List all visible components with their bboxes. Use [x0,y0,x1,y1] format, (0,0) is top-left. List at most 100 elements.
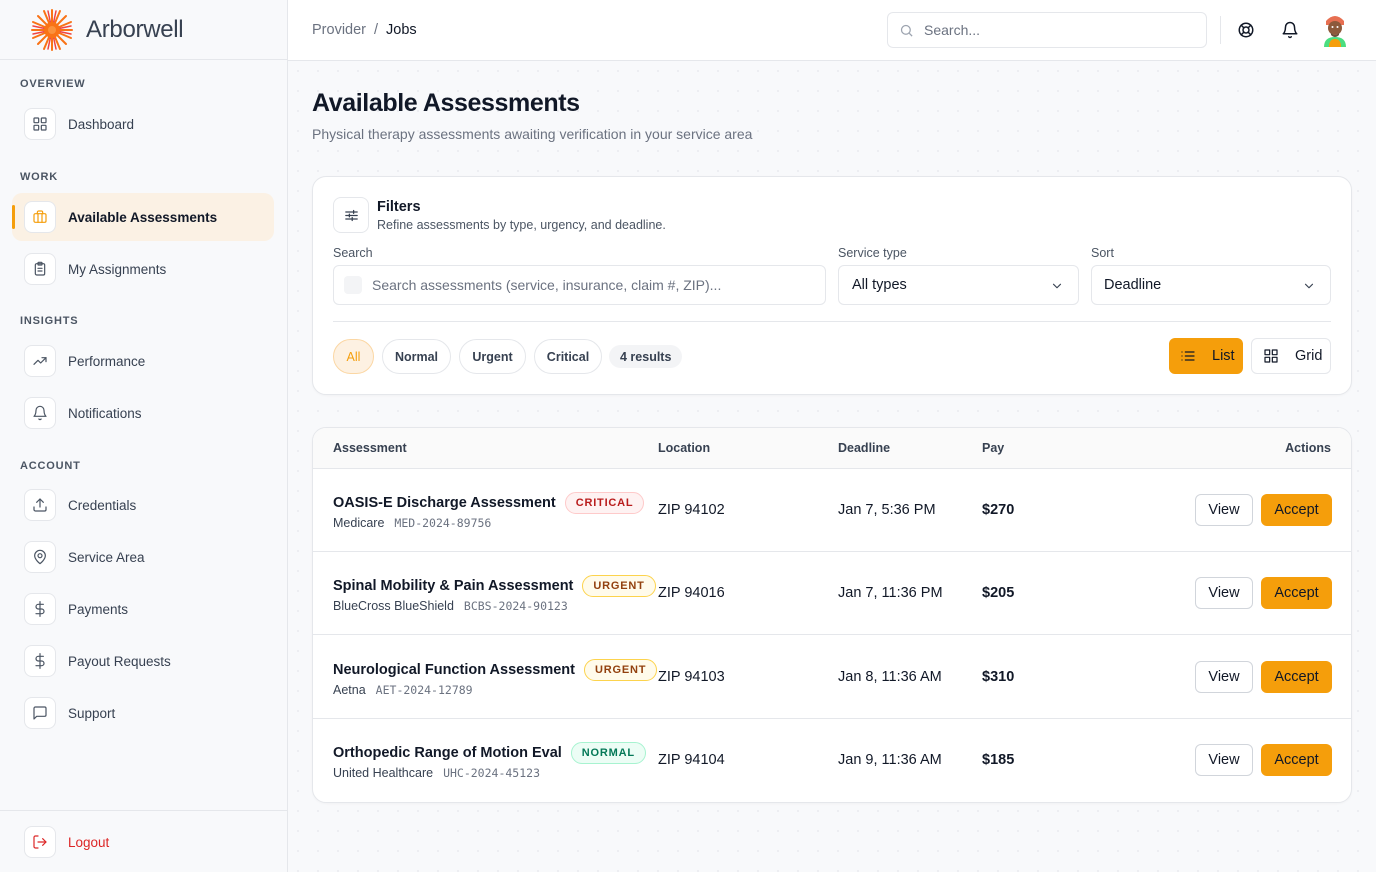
list-view-button[interactable]: List [1169,338,1243,374]
logout-icon [24,826,56,858]
grid-view-button[interactable]: Grid [1251,338,1331,374]
sidebar-item-performance[interactable]: Performance [12,337,274,385]
dollar-icon [24,593,56,625]
sidebar-item-my-assignments[interactable]: My Assignments [12,245,274,293]
column-location: Location [658,441,711,455]
assessment-search-input[interactable]: Search assessments (service, insurance, … [333,265,826,305]
claim-number: AET-2024-12789 [375,683,473,697]
insurer-name: Aetna [333,683,366,697]
sort-select[interactable]: Deadline [1091,265,1331,305]
section-insights: INSIGHTS [20,315,79,327]
avatar[interactable] [1318,13,1352,47]
accept-button[interactable]: Accept [1261,494,1332,526]
pay-cell: $270 [982,502,1015,518]
view-button[interactable]: View [1195,577,1253,609]
table-row[interactable]: Orthopedic Range of Motion Eval NORMAL Uni… [313,719,1351,802]
sliders-icon [333,197,369,233]
view-button[interactable]: View [1195,744,1253,776]
chevron-down-icon [1304,283,1314,289]
brand[interactable]: Arborwell [0,0,287,60]
sidebar-item-service-area[interactable]: Service Area [12,533,274,581]
assessment-name: Neurological Function Assessment [333,662,575,678]
deadline-cell: Jan 8, 11:36 AM [838,669,942,685]
brand-name: Arborwell [86,15,184,43]
deadline-cell: Jan 7, 11:36 PM [838,585,943,601]
bell-icon[interactable] [1279,19,1301,41]
topbar-divider [1220,16,1221,44]
sidebar-item-label: Available Assessments [68,209,218,225]
sidebar-item-label: Service Area [68,549,145,565]
assessment-search-placeholder: Search assessments (service, insurance, … [372,277,722,293]
bell-icon [24,397,56,429]
column-actions: Actions [1285,441,1331,455]
service-type-select[interactable]: All types [838,265,1079,305]
sidebar-item-label: Payments [68,601,129,617]
breadcrumb-separator: / [374,22,379,38]
briefcase-icon [24,201,56,233]
sidebar-item-available-assessments[interactable]: Available Assessments [12,193,274,241]
urgency-badge: URGENT [583,659,658,681]
insurer-name: Medicare [333,516,385,530]
sunburst-logo-icon [31,8,73,51]
urgency-badge: NORMAL [570,742,646,764]
sidebar-item-payout-requests[interactable]: Payout Requests [12,637,274,685]
filter-pill-normal[interactable]: Normal [382,339,451,374]
sidebar-item-label: Notifications [68,405,142,421]
filters-description: Refine assessments by type, urgency, and… [377,218,666,232]
global-search[interactable] [887,12,1207,48]
filter-pill-all[interactable]: All [333,339,374,374]
claim-number: BCBS-2024-90123 [463,599,568,613]
sidebar-item-label: Performance [68,353,146,369]
table-row[interactable]: Spinal Mobility & Pain Assessment URGENT B… [313,552,1351,635]
filters-divider [333,321,1331,322]
search-field-icon [344,276,362,294]
sidebar-item-label: Support [68,705,116,721]
filters-card: Filters Refine assessments by type, urge… [312,176,1352,395]
dollar-icon [24,645,56,677]
location-cell: ZIP 94102 [658,502,725,518]
page-title: Available Assessments [312,89,580,117]
help-lifebuoy-icon[interactable] [1235,19,1257,41]
assessments-table: Assessment Location Deadline Pay Actions… [312,427,1352,803]
assessment-name: OASIS-E Discharge Assessment [333,495,556,511]
filters-title: Filters [377,199,421,215]
assessment-title: Orthopedic Range of Motion Eval NORMAL [333,742,646,764]
view-button[interactable]: View [1195,661,1253,693]
global-search-input[interactable] [924,22,1194,38]
map-pin-icon [24,541,56,573]
claim-number: UHC-2024-45123 [443,766,540,780]
filter-pill-critical[interactable]: Critical [534,339,602,374]
filter-pill-urgent[interactable]: Urgent [459,339,526,374]
urgency-badge: URGENT [582,575,656,597]
sidebar-item-notifications[interactable]: Notifications [12,389,274,437]
urgency-badge: CRITICAL [564,492,645,514]
accept-button[interactable]: Accept [1261,661,1332,693]
assessment-meta: Aetna AET-2024-12789 [333,683,473,697]
logout-button[interactable]: Logout [12,818,274,866]
assessment-meta: United Healthcare UHC-2024-45123 [333,766,540,780]
sidebar-item-dashboard[interactable]: Dashboard [12,100,274,148]
table-row[interactable]: Neurological Function Assessment URGENT Ae… [313,636,1351,719]
chevron-down-icon [1052,283,1062,289]
pay-cell: $310 [982,669,1015,685]
column-assessment: Assessment [333,441,407,455]
sidebar-item-credentials[interactable]: Credentials [12,481,274,529]
topbar: Provider / Jobs [288,0,1376,61]
sidebar-item-payments[interactable]: Payments [12,585,274,633]
trending-up-icon [24,345,56,377]
table-header: Assessment Location Deadline Pay Actions [313,428,1351,469]
table-row[interactable]: OASIS-E Discharge Assessment CRITICAL Medi… [313,469,1351,552]
sidebar: Arborwell OVERVIEW Dashboard WORK Availa… [0,0,288,872]
accept-button[interactable]: Accept [1261,744,1332,776]
breadcrumb-provider[interactable]: Provider [312,22,366,38]
view-button[interactable]: View [1195,494,1253,526]
clipboard-icon [24,253,56,285]
accept-button[interactable]: Accept [1261,577,1332,609]
sidebar-item-support[interactable]: Support [12,689,274,737]
location-cell: ZIP 94103 [658,669,725,685]
search-icon [900,24,913,37]
sort-label: Sort [1091,246,1114,260]
page-subtitle: Physical therapy assessments awaiting ve… [312,126,753,142]
assessment-title: Spinal Mobility & Pain Assessment URGENT [333,575,656,597]
service-type-value: All types [852,277,907,293]
